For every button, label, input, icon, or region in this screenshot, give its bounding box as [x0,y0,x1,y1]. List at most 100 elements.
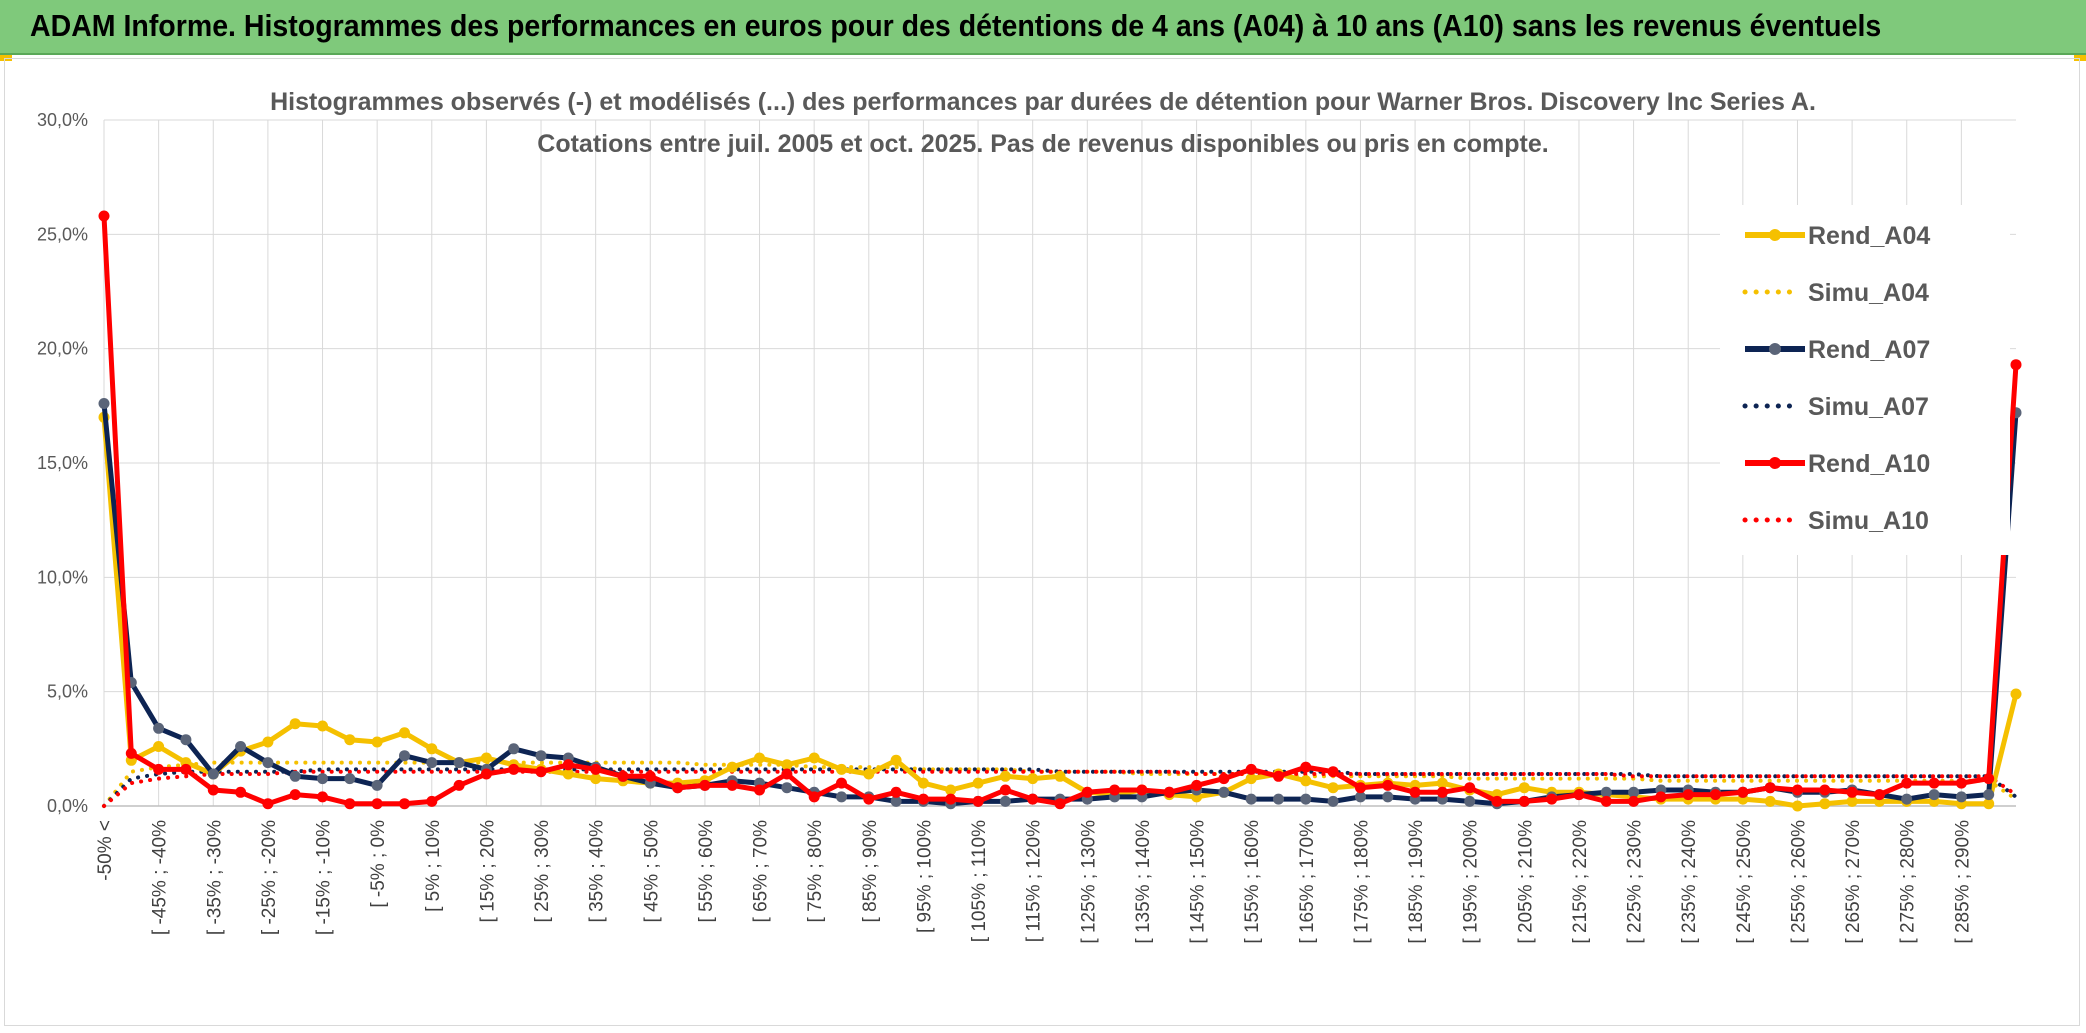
x-tick-label: [ 15% ; 20% [477,820,498,923]
data-point [399,750,410,762]
x-tick-label: [ 45% ; 50% [641,820,662,923]
data-point [754,752,765,764]
x-tick-label: [ 25% ; 30% [532,820,553,923]
legend-item-Rend_A10: Rend_A10 [1745,450,1930,478]
data-point [1464,795,1476,807]
x-tick-label: [ -15% ; -10% [314,820,335,935]
data-point [808,791,820,803]
data-point [1054,798,1066,810]
x-tick-label: [ 135% ; 140% [1133,820,1154,944]
data-point [945,793,957,805]
x-tick-label: [ 205% ; 210% [1515,820,1536,944]
data-point [399,798,410,810]
data-point [1027,793,1039,805]
y-tick-label: 5,0% [47,682,88,702]
x-tick-label: [ 95% ; 100% [914,820,935,933]
data-point [1518,782,1530,794]
data-point [289,770,301,782]
data-point [1600,786,1612,798]
data-point [1327,766,1339,778]
x-tick-label: [ 55% ; 60% [696,820,717,923]
y-tick-label: 0,0% [47,796,88,816]
data-point [808,752,820,764]
x-tick-label: [ 195% ; 200% [1461,820,1482,944]
data-point [1436,777,1448,789]
data-point [125,747,137,759]
x-tick-label: [ 5% ; 10% [423,820,444,912]
legend-background [1720,205,2010,555]
data-point [1163,786,1175,798]
x-tick-label: [ 35% ; 40% [587,820,608,923]
data-point [1382,779,1394,791]
data-point [98,398,110,409]
data-point [1382,791,1394,803]
data-point [1573,789,1585,801]
data-point [1409,786,1421,798]
data-point [480,768,492,780]
data-point [1737,786,1749,798]
x-tick-label: [ 175% ; 180% [1351,820,1372,944]
data-point [1245,763,1257,775]
legend: Rend_A04 Simu_A04 Rend_A07 Simu_A07 Rend_A10… [1720,205,2010,555]
data-point [1546,793,1558,805]
chart-area [4,58,2080,1026]
data-point [972,795,984,807]
data-point [1655,791,1667,803]
x-tick-label: [ 255% ; 260% [1788,820,1809,944]
data-point [1819,798,1831,810]
data-point [1327,782,1339,794]
data-point [508,743,520,755]
data-point [453,779,465,791]
data-point [1846,786,1858,798]
x-axis-ticks: -50% < [ -45% ; -40% [ -35% ; -30% [ -25% ;… [95,820,1973,944]
x-tick-label: [ 125% ; 130% [1078,820,1099,944]
y-tick-label: 20,0% [37,339,88,359]
data-point [1300,775,1312,787]
y-tick-label: 30,0% [37,110,88,130]
data-point [1792,784,1803,796]
data-point [180,763,192,775]
data-point [1327,795,1339,807]
data-point [235,786,247,798]
x-tick-label: [ 185% ; 190% [1406,820,1427,944]
data-point [1355,791,1366,803]
legend-label: Rend_A04 [1808,222,1930,250]
x-tick-label: [ 275% ; 280% [1898,820,1919,944]
data-point [562,759,574,771]
data-point [1628,786,1640,798]
data-point [289,789,301,801]
data-point [1600,795,1612,807]
data-point [1109,784,1121,796]
data-point [1819,784,1831,796]
data-point [836,777,847,789]
corner-marker [2074,55,2086,61]
data-point [153,763,165,775]
data-point [1136,784,1148,796]
data-point [1300,761,1312,773]
data-point [1682,789,1694,801]
data-point [781,768,793,780]
legend-marker [1769,343,1781,355]
data-point [426,743,438,755]
legend-label: Simu_A07 [1808,393,1929,421]
x-tick-label: [ 215% ; 220% [1570,820,1591,944]
data-point [235,741,247,752]
data-point [2010,359,2022,371]
data-point [1436,786,1448,798]
data-point [1355,782,1366,794]
data-point [317,791,328,803]
data-point [863,768,875,780]
data-point [726,761,738,773]
x-tick-label: [ 65% ; 70% [751,820,772,923]
data-point [1846,795,1858,807]
data-point [890,786,902,798]
legend-label: Simu_A04 [1808,279,1929,307]
data-point [535,766,547,778]
data-point [1628,795,1640,807]
data-point [153,741,165,752]
data-point [317,773,328,785]
data-point [480,752,492,764]
data-point [1218,773,1230,785]
